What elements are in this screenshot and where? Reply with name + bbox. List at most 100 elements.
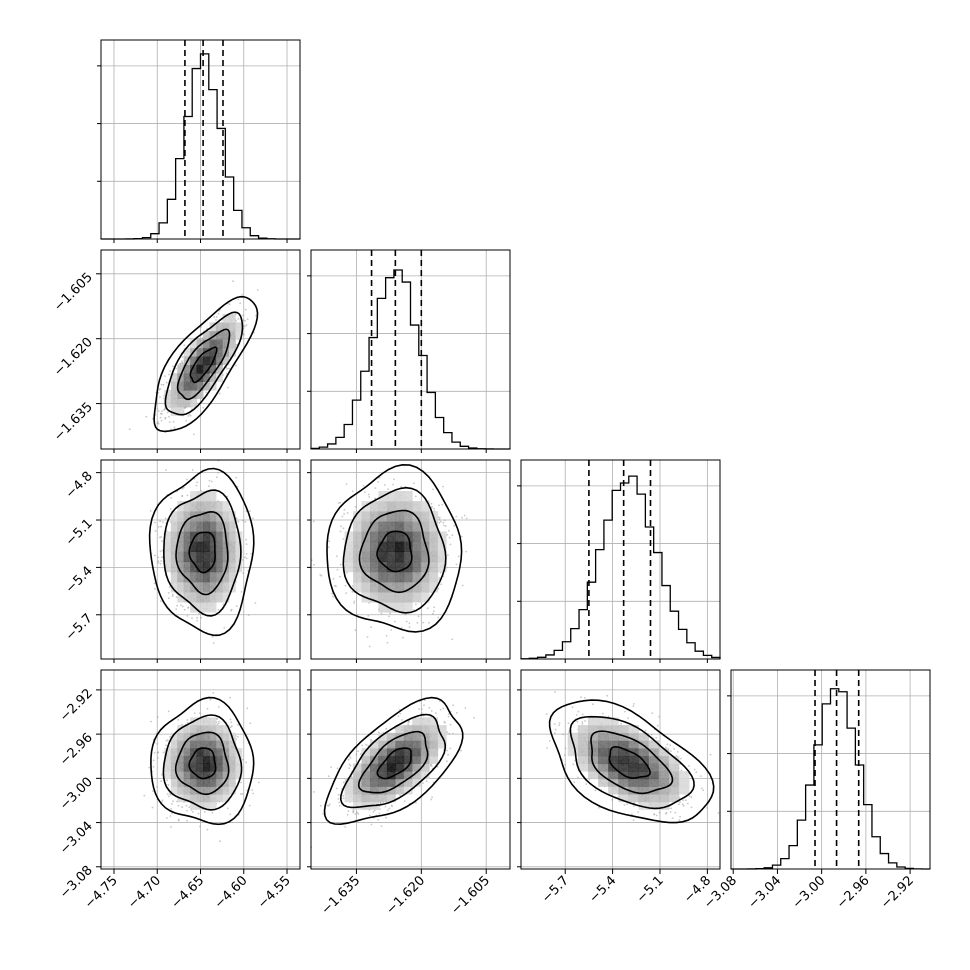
grid-2-2 <box>521 460 720 659</box>
histogram-step <box>310 269 511 450</box>
scatter-point <box>168 421 171 423</box>
density-cell <box>183 347 191 357</box>
scatter-point <box>181 360 183 362</box>
scatter-point <box>246 318 249 321</box>
scatter-point <box>465 550 467 553</box>
scatter-point <box>160 525 162 528</box>
scatter-point <box>257 781 260 784</box>
scatter-point <box>235 517 238 520</box>
density-cell <box>196 794 204 803</box>
scatter-point <box>159 550 162 553</box>
density-cell <box>386 521 396 532</box>
density-cell <box>170 406 178 416</box>
density-cell <box>203 501 210 512</box>
contour-3 <box>153 295 259 433</box>
density-cell <box>228 347 236 357</box>
density-cell <box>170 748 178 757</box>
scatter-point <box>157 526 160 528</box>
density-cell <box>403 491 413 502</box>
density-cell <box>361 581 371 593</box>
density-cell <box>209 740 217 749</box>
density-cell <box>209 491 217 502</box>
density-cell <box>209 778 217 787</box>
scatter-point <box>217 471 219 474</box>
scatter-point <box>392 483 395 486</box>
scatter-point <box>438 577 441 579</box>
density-cell <box>228 561 236 573</box>
density-cell <box>183 373 191 382</box>
scatter-point <box>203 811 206 813</box>
scatter-point <box>186 615 189 617</box>
density-cell <box>429 551 439 563</box>
density-cell <box>203 763 210 772</box>
scatter-point <box>162 521 164 523</box>
scatter-point <box>164 417 167 420</box>
scatter-point <box>181 488 184 490</box>
scatter-point <box>455 563 458 566</box>
density-cell <box>216 755 223 764</box>
scatter-point <box>165 744 167 747</box>
density-cell <box>203 541 210 552</box>
density-cell <box>228 531 236 542</box>
scatter-point <box>161 549 164 552</box>
scatter-point <box>177 818 180 821</box>
density-cell <box>412 541 422 552</box>
density-cell <box>177 551 185 563</box>
grid-0-0 <box>101 40 300 239</box>
density-cell <box>228 313 236 323</box>
density-cell <box>196 778 204 787</box>
scatter-point <box>416 622 419 624</box>
panel-frame-3-3 <box>730 669 931 870</box>
histogram-2 <box>517 460 721 660</box>
scatter-point <box>414 495 417 498</box>
scatter-point <box>249 722 252 725</box>
scatter-point <box>252 517 254 520</box>
density-cell <box>216 561 223 573</box>
density-cell <box>395 491 405 502</box>
density-cell <box>196 740 204 749</box>
scatter-point <box>246 707 249 710</box>
density-cell <box>177 511 185 522</box>
density-cell <box>412 561 422 573</box>
density-cell <box>203 551 210 563</box>
density-cell <box>170 531 178 542</box>
panel-2-1 <box>310 463 468 648</box>
density-cell <box>216 541 223 552</box>
scatter-point <box>161 412 163 415</box>
density-cell <box>429 531 439 542</box>
density-cell <box>203 581 210 593</box>
density-cell <box>395 592 405 603</box>
scatter-point <box>230 609 232 612</box>
scatter-point <box>438 516 441 519</box>
scatter-point <box>239 793 242 795</box>
scatter-point <box>229 813 232 816</box>
scatter-point <box>386 641 389 644</box>
density-cell <box>216 592 223 603</box>
scatter-point <box>408 626 411 628</box>
contour-2 <box>164 311 244 416</box>
scatter-point <box>443 524 445 527</box>
scatter-point <box>161 540 163 542</box>
scatter-point <box>336 568 339 571</box>
scatter-point <box>404 613 407 616</box>
scatter-point <box>177 804 180 807</box>
density-cell <box>429 541 439 552</box>
density-cell <box>196 755 204 764</box>
scatter-point <box>187 415 190 417</box>
scatter-point <box>157 757 159 759</box>
scatter-point <box>229 696 232 699</box>
scatter-point <box>405 620 408 623</box>
scatter-point <box>186 719 189 721</box>
scatter-point <box>354 506 357 508</box>
scatter-point <box>223 627 226 629</box>
scatter-point <box>245 553 248 555</box>
scatter-point <box>344 584 347 587</box>
density-cell <box>177 786 185 795</box>
density-cell <box>412 592 422 603</box>
density-cell <box>183 581 191 593</box>
scatter-point <box>193 433 195 436</box>
scatter-point <box>368 496 371 498</box>
scatter-point <box>225 372 228 375</box>
scatter-point <box>205 391 208 394</box>
scatter-point <box>235 605 238 607</box>
